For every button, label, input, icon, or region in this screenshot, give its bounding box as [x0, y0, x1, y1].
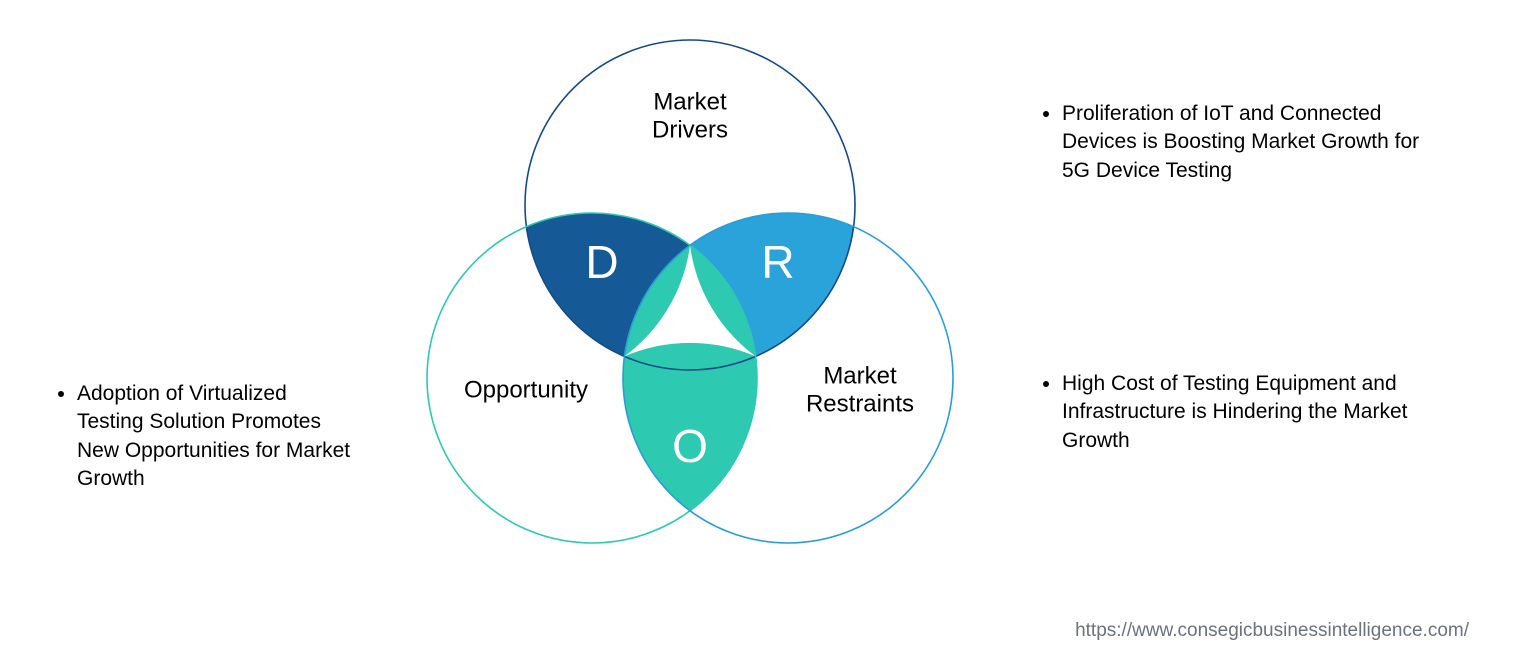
letter-d: D: [585, 236, 618, 288]
venn-diagram: DRO MarketDriversOpportunityMarketRestra…: [370, 0, 1010, 640]
label-opportunity-1: Opportunity: [464, 377, 588, 404]
restraints-bullet-block: High Cost of Testing Equipment and Infra…: [1040, 370, 1420, 455]
diagram-container: Adoption of Virtualized Testing Solution…: [0, 0, 1529, 660]
opportunity-bullet: Adoption of Virtualized Testing Solution…: [77, 380, 355, 493]
label-restraints-1: Market: [823, 363, 897, 390]
letter-o: O: [672, 420, 708, 472]
venn-svg: DRO MarketDriversOpportunityMarketRestra…: [370, 0, 1010, 640]
opportunity-bullet-block: Adoption of Virtualized Testing Solution…: [55, 380, 355, 493]
restraints-bullet: High Cost of Testing Equipment and Infra…: [1062, 370, 1420, 455]
label-drivers-1: Market: [653, 89, 727, 116]
drivers-bullet-block: Proliferation of IoT and Connected Devic…: [1040, 100, 1420, 185]
drivers-bullet: Proliferation of IoT and Connected Devic…: [1062, 100, 1420, 185]
label-restraints-2: Restraints: [806, 391, 914, 418]
label-drivers-2: Drivers: [652, 117, 728, 144]
source-link: https://www.consegicbusinessintelligence…: [1075, 620, 1469, 642]
letter-r: R: [761, 236, 794, 288]
